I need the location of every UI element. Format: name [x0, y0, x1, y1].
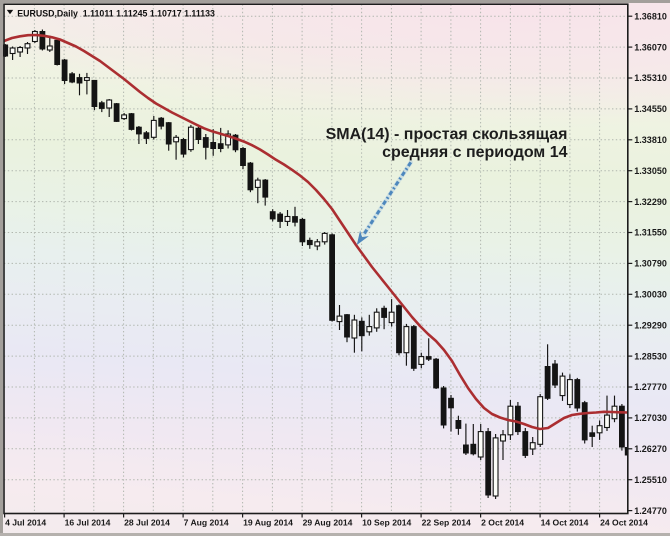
svg-text:1.36810: 1.36810: [634, 11, 667, 21]
svg-text:1.33810: 1.33810: [634, 135, 667, 145]
svg-text:29 Aug 2014: 29 Aug 2014: [303, 518, 353, 528]
svg-text:28 Jul 2014: 28 Jul 2014: [124, 518, 170, 528]
svg-text:1.32290: 1.32290: [634, 197, 667, 207]
svg-text:2 Oct 2014: 2 Oct 2014: [481, 518, 524, 528]
svg-text:16 Jul 2014: 16 Jul 2014: [65, 518, 111, 528]
svg-text:7 Aug 2014: 7 Aug 2014: [184, 518, 229, 528]
svg-text:1.28530: 1.28530: [634, 351, 667, 361]
svg-text:1.26270: 1.26270: [634, 444, 667, 454]
svg-text:1.31550: 1.31550: [634, 228, 667, 238]
svg-text:24 Oct 2014: 24 Oct 2014: [600, 518, 648, 528]
svg-text:SMA(14) - простая скользящая: SMA(14) - простая скользящая: [326, 126, 568, 143]
svg-text:1.30030: 1.30030: [634, 290, 667, 300]
svg-text:1.24770: 1.24770: [634, 506, 667, 516]
svg-text:22 Sep 2014: 22 Sep 2014: [422, 518, 471, 528]
svg-text:1.30790: 1.30790: [634, 259, 667, 269]
svg-text:EURUSD,Daily 1.11011 1.11245: EURUSD,Daily 1.11011 1.11245 1.10717 1.1…: [17, 8, 215, 18]
svg-text:1.29290: 1.29290: [634, 320, 667, 330]
svg-text:1.27770: 1.27770: [634, 382, 667, 392]
svg-text:1.34550: 1.34550: [634, 104, 667, 114]
svg-text:14 Oct 2014: 14 Oct 2014: [541, 518, 589, 528]
svg-text:10 Sep 2014: 10 Sep 2014: [362, 518, 411, 528]
svg-text:4 Jul 2014: 4 Jul 2014: [5, 518, 46, 528]
svg-text:1.36070: 1.36070: [634, 42, 667, 52]
svg-text:1.27030: 1.27030: [634, 413, 667, 423]
svg-text:1.25510: 1.25510: [634, 475, 667, 485]
svg-text:1.35310: 1.35310: [634, 73, 667, 83]
svg-text:19 Aug 2014: 19 Aug 2014: [243, 518, 293, 528]
svg-text:1.33050: 1.33050: [634, 166, 667, 176]
svg-text:средняя с периодом 14: средняя с периодом 14: [382, 144, 567, 161]
